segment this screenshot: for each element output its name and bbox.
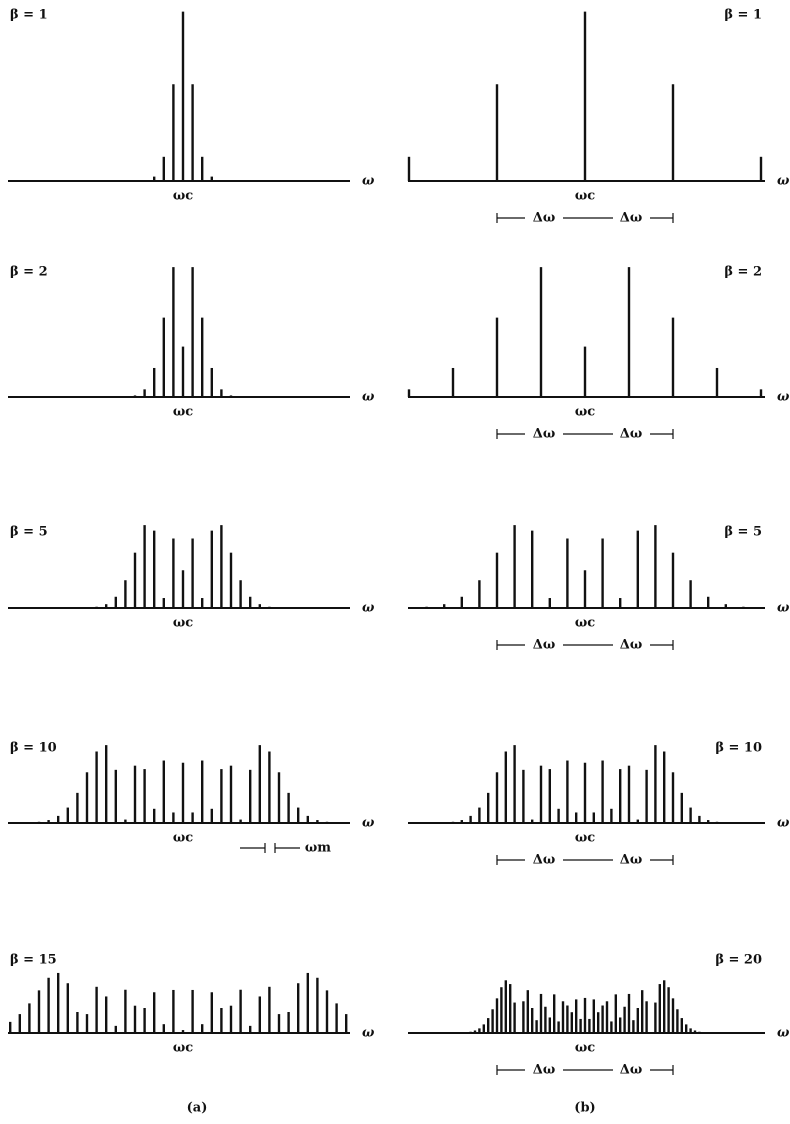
marker-label: ωm bbox=[305, 841, 331, 856]
axis-label: ω bbox=[362, 816, 375, 831]
center-label: ωc bbox=[575, 831, 595, 846]
center-label: ωc bbox=[575, 405, 595, 420]
axis-label: ω bbox=[777, 174, 790, 189]
beta-label: β = 5 bbox=[724, 525, 762, 540]
axis-label: ω bbox=[362, 390, 375, 405]
beta-label: β = 1 bbox=[724, 8, 762, 23]
axis-label: ω bbox=[362, 1026, 375, 1041]
delta-label: Δω bbox=[533, 638, 555, 653]
center-label: ωc bbox=[173, 405, 193, 420]
center-label: ωc bbox=[575, 189, 595, 204]
beta-label: β = 2 bbox=[10, 265, 48, 280]
beta-label: β = 5 bbox=[10, 525, 48, 540]
center-label: ωc bbox=[173, 831, 193, 846]
axis-label: ω bbox=[777, 816, 790, 831]
beta-label: β = 10 bbox=[715, 741, 762, 756]
delta-label: Δω bbox=[533, 427, 555, 442]
axis-label: ω bbox=[777, 1026, 790, 1041]
beta-label: β = 10 bbox=[10, 741, 57, 756]
delta-label: Δω bbox=[533, 211, 555, 226]
beta-label: β = 2 bbox=[724, 265, 762, 280]
beta-label: β = 1 bbox=[10, 8, 48, 23]
center-label: ωc bbox=[173, 1041, 193, 1056]
center-label: ωc bbox=[575, 616, 595, 631]
center-label: ωc bbox=[575, 1041, 595, 1056]
beta-label: β = 20 bbox=[715, 953, 762, 968]
delta-label: Δω bbox=[620, 638, 642, 653]
delta-label: Δω bbox=[620, 211, 642, 226]
beta-label: β = 15 bbox=[10, 953, 57, 968]
delta-label: Δω bbox=[620, 427, 642, 442]
center-label: ωc bbox=[173, 616, 193, 631]
caption: (a) bbox=[187, 1101, 208, 1116]
axis-label: ω bbox=[362, 601, 375, 616]
delta-label: Δω bbox=[533, 853, 555, 868]
delta-label: Δω bbox=[620, 853, 642, 868]
delta-label: Δω bbox=[620, 1063, 642, 1078]
figure: (a) (b) ω β = 1 ωc ω β = 1 ωc Δω Δω ω β = 2 ωc ω β =… bbox=[0, 0, 790, 1124]
axis-label: ω bbox=[362, 174, 375, 189]
delta-label: Δω bbox=[533, 1063, 555, 1078]
axis-label: ω bbox=[777, 390, 790, 405]
center-label: ωc bbox=[173, 189, 193, 204]
caption: (b) bbox=[574, 1101, 595, 1116]
axis-label: ω bbox=[777, 601, 790, 616]
